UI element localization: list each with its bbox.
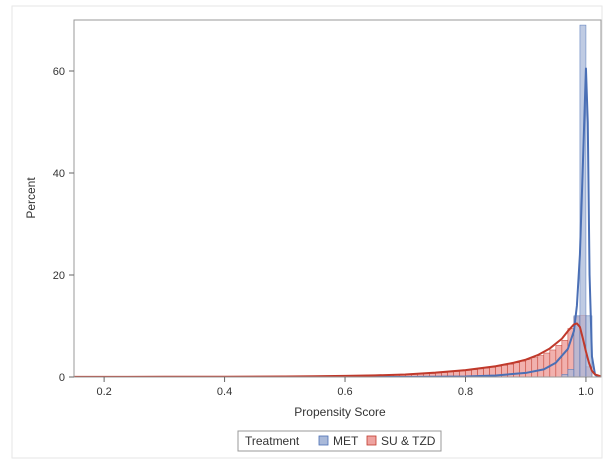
x-tick-label-2: 0.6 xyxy=(337,386,352,398)
outer-frame xyxy=(11,5,603,459)
y-axis: 0 20 40 60 xyxy=(53,66,74,384)
y-axis-label: Percent xyxy=(24,177,38,219)
y-tick-label-1: 20 xyxy=(53,270,65,282)
plot-area-frame xyxy=(73,19,602,378)
legend-frame xyxy=(237,430,442,452)
density-met xyxy=(74,67,599,377)
bar-su-tzd-36 xyxy=(561,339,569,377)
x-tick-label-1: 0.4 xyxy=(217,386,232,398)
x-tick-label-3: 0.8 xyxy=(458,386,473,398)
y-tick-label-2: 40 xyxy=(53,168,65,180)
bar-su-tzd-29 xyxy=(519,360,527,377)
bar-su-tzd-31 xyxy=(531,357,539,377)
y-tick-label-3: 60 xyxy=(53,66,65,78)
legend-label-su-tzd: SU & TZD xyxy=(381,434,436,448)
bar-su-tzd-32 xyxy=(537,355,545,377)
x-axis-label: Propensity Score xyxy=(294,405,386,419)
legend: Treatment MET SU & TZD xyxy=(237,430,442,452)
density-su-tzd xyxy=(74,322,601,377)
legend-swatch-su-tzd xyxy=(366,435,377,446)
legend-label-met: MET xyxy=(333,434,359,448)
legend-title: Treatment xyxy=(245,434,300,448)
bar-met-1 xyxy=(567,369,575,377)
bar-su-tzd-30 xyxy=(525,359,533,377)
x-tick-label-4: 1.0 xyxy=(578,386,593,398)
y-tick-label-0: 0 xyxy=(59,372,65,384)
density-curves xyxy=(74,67,601,377)
histogram-bars xyxy=(344,24,593,377)
bar-su-tzd-33 xyxy=(543,352,551,377)
legend-swatch-met xyxy=(318,435,329,446)
x-axis: 0.2 0.4 0.6 0.8 1.0 xyxy=(96,377,594,398)
x-tick-label-0: 0.2 xyxy=(96,386,111,398)
